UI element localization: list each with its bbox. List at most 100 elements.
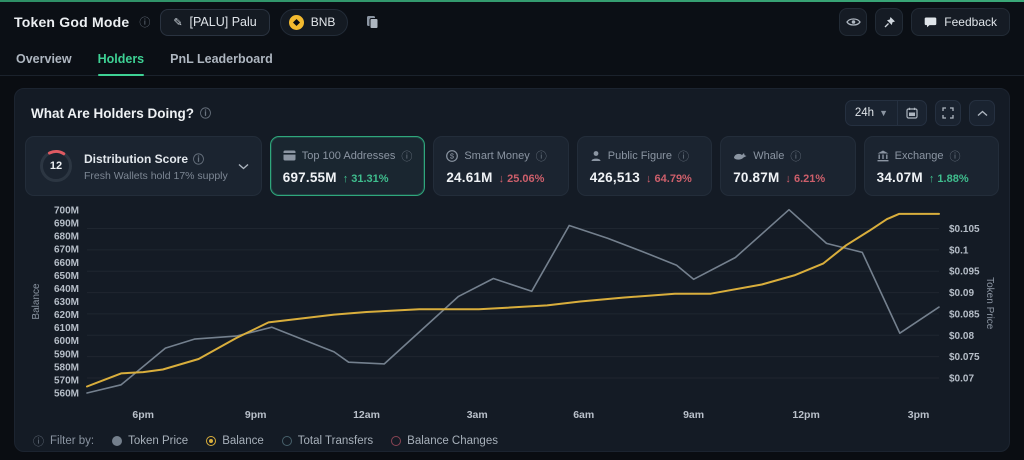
distribution-score-card[interactable]: 12 Distribution Score ⓘ Fresh Wallets ho… — [25, 136, 262, 196]
svg-text:$0.075: $0.075 — [949, 352, 980, 363]
distribution-score-value: 12 — [49, 160, 63, 172]
svg-text:640M: 640M — [54, 284, 79, 295]
stat-card-title: Public Figure — [607, 149, 672, 162]
stat-card-whale[interactable]: Whale ⓘ 70.87M ↓ 6.21% — [720, 136, 856, 196]
watch-button[interactable] — [839, 8, 868, 36]
stat-card-title: Whale — [753, 149, 785, 162]
svg-text:700M: 700M — [54, 206, 79, 217]
chain-badge[interactable]: BNB — [279, 8, 349, 36]
svg-text:6am: 6am — [573, 409, 594, 421]
svg-text:680M: 680M — [54, 232, 79, 243]
svg-text:590M: 590M — [54, 349, 79, 360]
panel-title: What Are Holders Doing? ⓘ — [31, 105, 212, 121]
coin-icon: $ — [446, 149, 459, 162]
svg-text:650M: 650M — [54, 271, 79, 282]
stat-card-change: ↓ 25.06% — [498, 172, 545, 185]
svg-text:Token Price: Token Price — [984, 277, 995, 330]
stat-card-value: 34.07M — [876, 169, 923, 185]
svg-text:570M: 570M — [54, 375, 79, 386]
svg-text:Balance: Balance — [31, 283, 42, 320]
balance-changes-radio-icon — [391, 436, 402, 446]
svg-text:560M: 560M — [54, 389, 79, 400]
svg-text:620M: 620M — [54, 310, 79, 321]
token-price-dot-icon — [112, 436, 123, 446]
svg-text:580M: 580M — [54, 362, 79, 373]
tab-bar: Overview Holders PnL Leaderboard — [0, 42, 1024, 76]
stat-card-value: 24.61M — [446, 169, 493, 185]
page-title: Token God Mode — [14, 14, 130, 30]
panel-controls: 24h ▼ — [844, 100, 995, 126]
tab-overview[interactable]: Overview — [16, 51, 72, 66]
copy-address-button[interactable] — [358, 8, 386, 36]
pin-button[interactable] — [875, 8, 904, 36]
timeframe-pill: 24h ▼ — [844, 100, 927, 126]
distribution-subtitle: Fresh Wallets hold 17% supply — [84, 169, 228, 182]
svg-text:670M: 670M — [54, 245, 79, 256]
chevron-up-icon — [977, 110, 987, 116]
legend-balance-changes[interactable]: Balance Changes — [391, 435, 498, 447]
fullscreen-button[interactable] — [935, 100, 961, 126]
pencil-icon: ✎ — [173, 16, 183, 29]
tab-holders[interactable]: Holders — [97, 42, 144, 76]
distribution-texts: Distribution Score ⓘ Fresh Wallets hold … — [84, 151, 228, 182]
legend-token-price[interactable]: Token Price — [112, 435, 188, 447]
info-icon: ⓘ — [139, 17, 151, 29]
svg-text:3am: 3am — [467, 409, 488, 421]
svg-text:12pm: 12pm — [792, 409, 819, 421]
chevron-down-icon: ▼ — [879, 108, 888, 118]
stat-card-public-figure[interactable]: Public Figure ⓘ 426,513 ↓ 64.79% — [576, 136, 713, 196]
svg-text:$0.08: $0.08 — [949, 331, 974, 342]
feedback-button[interactable]: Feedback — [911, 8, 1010, 36]
info-icon: ⓘ — [33, 436, 44, 448]
svg-text:660M: 660M — [54, 258, 79, 269]
timeframe-value: 24h — [854, 107, 875, 119]
info-icon: ⓘ — [401, 150, 413, 163]
balance-radio-icon — [206, 436, 217, 446]
person-icon — [591, 150, 601, 161]
svg-text:690M: 690M — [54, 219, 79, 230]
svg-text:610M: 610M — [54, 323, 79, 334]
eye-icon — [846, 18, 861, 26]
expand-icon — [942, 107, 954, 119]
info-icon: ⓘ — [193, 153, 205, 166]
total-transfers-radio-icon — [281, 436, 292, 446]
stat-card-change: ↑ 1.88% — [928, 172, 969, 185]
stat-card-title: Smart Money — [464, 149, 530, 162]
info-icon: ⓘ — [535, 150, 547, 163]
chevron-down-icon[interactable] — [238, 163, 249, 170]
svg-text:9am: 9am — [683, 409, 704, 421]
stat-card-value: 697.55M — [282, 169, 337, 185]
stat-cards-row: 12 Distribution Score ⓘ Fresh Wallets ho… — [15, 132, 1009, 196]
top-bar: Token God Mode ⓘ ✎ [PALU] Palu BNB — [0, 2, 1024, 42]
chain-label: BNB — [310, 15, 336, 29]
svg-text:12am: 12am — [353, 409, 380, 421]
panel-header: What Are Holders Doing? ⓘ 24h ▼ — [15, 89, 1009, 132]
chart-filter-row: ⓘ Filter by: Token Price Balance Total T… — [15, 433, 1009, 459]
filter-label: ⓘ Filter by: — [33, 435, 95, 448]
svg-text:$0.1: $0.1 — [949, 245, 969, 256]
svg-text:600M: 600M — [54, 336, 79, 347]
calendar-button[interactable] — [898, 101, 926, 125]
svg-text:$0.085: $0.085 — [949, 309, 980, 320]
token-name: [PALU] Palu — [189, 15, 257, 29]
svg-text:$0.09: $0.09 — [949, 288, 974, 299]
legend-balance[interactable]: Balance — [206, 435, 264, 447]
stat-card-smart-money[interactable]: $ Smart Money ⓘ 24.61M ↓ 25.06% — [433, 136, 569, 196]
stat-card-change: ↓ 6.21% — [785, 172, 826, 185]
tab-pnl-leaderboard[interactable]: PnL Leaderboard — [170, 51, 273, 66]
distribution-title: Distribution Score ⓘ — [84, 151, 205, 166]
info-icon: ⓘ — [677, 150, 689, 163]
timeframe-dropdown[interactable]: 24h ▼ — [846, 101, 897, 125]
collapse-button[interactable] — [969, 100, 995, 126]
svg-text:630M: 630M — [54, 297, 79, 308]
token-selector-button[interactable]: ✎ [PALU] Palu — [160, 8, 270, 36]
topbar-left: Token God Mode ⓘ ✎ [PALU] Palu BNB — [14, 8, 386, 36]
stat-card-top-100-addresses[interactable]: Top 100 Addresses ⓘ 697.55M ↑ 31.31% — [269, 136, 426, 196]
svg-text:3pm: 3pm — [908, 409, 930, 421]
stat-card-exchange[interactable]: Exchange ⓘ 34.07M ↑ 1.88% — [863, 136, 1000, 196]
svg-text:$0.105: $0.105 — [949, 224, 980, 235]
info-icon: ⓘ — [200, 108, 212, 120]
holders-chart[interactable]: 700M 690M 680M 670M 660M 650M 640M 630M 620M 610M… — [15, 196, 1009, 433]
legend-total-transfers[interactable]: Total Transfers — [281, 435, 373, 447]
svg-text:$0.07: $0.07 — [949, 374, 974, 385]
